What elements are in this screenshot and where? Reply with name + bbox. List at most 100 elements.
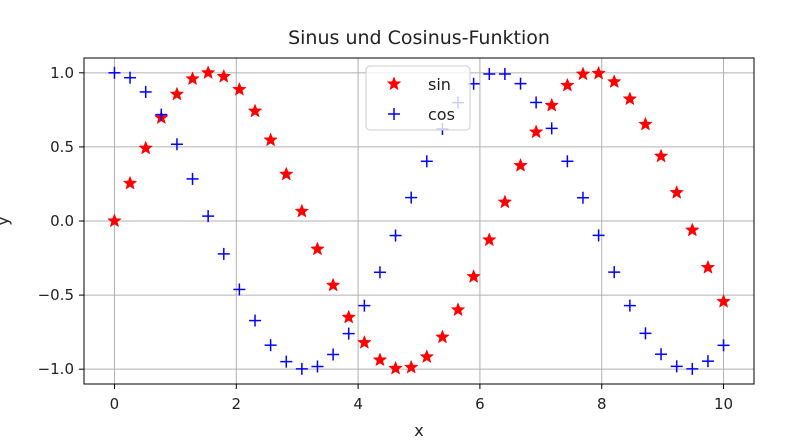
cos-point: [373, 266, 386, 279]
cos-point: [249, 314, 262, 327]
cos-point: [280, 355, 293, 368]
cos-point: [108, 66, 121, 79]
sin-point: [622, 91, 638, 106]
sin-point: [575, 66, 591, 81]
sin-point: [653, 148, 669, 163]
legend-marker-cos: [388, 108, 400, 120]
cos-point: [358, 299, 371, 312]
cos-point: [701, 355, 714, 368]
x-tick-label: 4: [353, 395, 363, 413]
cos-point: [545, 122, 558, 135]
sin-point: [278, 166, 294, 181]
sin-point: [481, 232, 497, 247]
cos-point: [124, 71, 137, 84]
sin-point: [606, 74, 622, 89]
cos-point: [264, 339, 277, 352]
sin-point: [403, 359, 419, 374]
sin-point: [419, 349, 435, 364]
legend-label-sin: sin: [428, 75, 451, 94]
sin-point: [200, 65, 216, 80]
sin-point: [466, 269, 481, 283]
sin-point: [138, 140, 154, 155]
x-tick-label: 0: [110, 395, 120, 413]
sin-point: [185, 71, 200, 86]
cos-point: [717, 339, 730, 352]
sin-point: [450, 302, 466, 317]
y-tick-label: −1.0: [38, 360, 74, 378]
cos-point: [139, 85, 152, 98]
cos-point: [483, 68, 496, 81]
sin-point: [247, 103, 263, 118]
x-tick-label: 6: [475, 395, 485, 413]
cos-point: [295, 362, 308, 375]
sin-point: [294, 203, 310, 218]
series-sin: [107, 65, 731, 375]
cos-point: [623, 299, 636, 312]
sin-point: [107, 213, 122, 228]
cos-point: [530, 96, 543, 109]
sin-point: [497, 194, 513, 209]
sin-point: [325, 277, 341, 292]
cos-point: [170, 138, 183, 151]
x-axis-label: x: [414, 421, 423, 440]
axis-ticks: 0 2 4 6 8 10 −1.0 −0.5 0.0 0.5 1.0: [38, 64, 734, 413]
y-tick-label: 1.0: [50, 64, 74, 82]
cos-point: [608, 266, 621, 279]
x-tick-label: 8: [597, 395, 607, 413]
cos-point: [311, 360, 324, 373]
cos-point: [327, 348, 340, 361]
sin-point: [216, 68, 232, 83]
cos-point: [420, 155, 433, 168]
cos-point: [561, 155, 574, 168]
cos-point: [592, 229, 605, 242]
legend-label-cos: cos: [428, 105, 455, 124]
x-tick-label: 2: [231, 395, 241, 413]
sin-point: [544, 97, 560, 112]
cos-point: [639, 327, 652, 340]
legend: sin cos: [365, 65, 471, 131]
sin-point: [591, 65, 606, 80]
sin-point: [435, 329, 450, 344]
cos-point: [155, 108, 168, 121]
cos-point: [202, 210, 215, 223]
sin-point: [700, 259, 716, 274]
legend-marker-sin: [386, 76, 402, 91]
sin-point: [528, 124, 544, 139]
sin-point: [638, 116, 653, 131]
sin-point: [513, 157, 528, 172]
data-marks: [107, 65, 731, 375]
cos-point: [233, 283, 246, 296]
sin-point: [372, 352, 388, 367]
sin-point: [341, 309, 357, 324]
cos-point: [576, 191, 589, 204]
sin-point: [560, 77, 575, 92]
sin-point: [232, 81, 247, 96]
cos-point: [405, 191, 418, 204]
cos-point: [686, 362, 699, 375]
y-axis-label: y: [0, 216, 12, 225]
cos-point: [655, 348, 668, 361]
sin-point: [122, 175, 138, 190]
y-tick-label: −0.5: [38, 286, 74, 304]
cos-point: [186, 172, 199, 185]
sin-point: [684, 222, 700, 237]
cos-point: [342, 327, 355, 340]
cos-point: [670, 360, 683, 373]
cos-point: [514, 77, 527, 90]
grid: [84, 58, 754, 384]
cos-point: [217, 247, 230, 260]
sin-point: [263, 132, 278, 147]
sin-point: [716, 293, 731, 308]
cos-point: [389, 229, 402, 242]
sin-point: [388, 360, 403, 375]
y-tick-label: 0.5: [50, 138, 74, 156]
x-tick-label: 10: [714, 395, 733, 413]
sin-point: [169, 86, 185, 101]
chart-title: Sinus und Cosinus-Funktion: [288, 27, 550, 49]
y-tick-label: 0.0: [50, 212, 74, 230]
cos-point: [498, 68, 511, 81]
series-cos: [108, 66, 730, 375]
sin-point: [310, 241, 325, 256]
sin-point: [669, 185, 685, 199]
